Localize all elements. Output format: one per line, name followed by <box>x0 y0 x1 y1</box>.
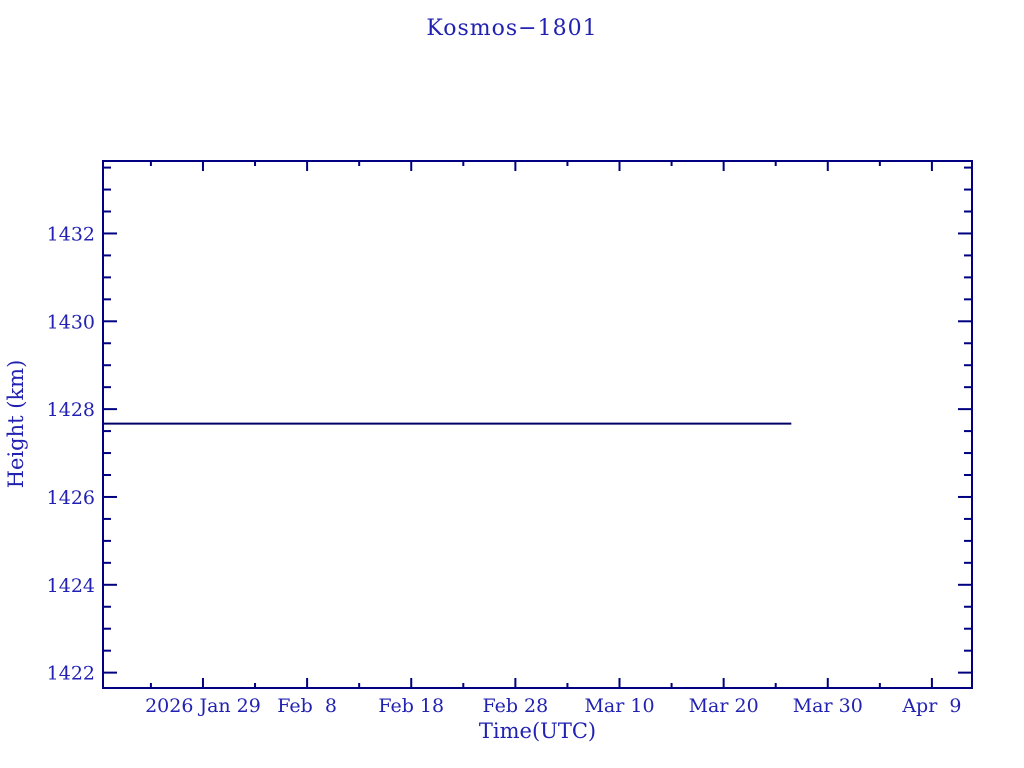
y-tick-label: 1424 <box>47 575 95 597</box>
y-tick-label: 1426 <box>47 487 95 509</box>
x-tick-label: Apr 9 <box>901 695 961 717</box>
y-tick-label: 1432 <box>47 223 95 245</box>
x-tick-label: Mar 30 <box>793 695 863 717</box>
x-tick-label: Feb 8 <box>277 695 337 717</box>
x-tick-label: Mar 20 <box>689 695 759 717</box>
x-tick-label: Feb 28 <box>482 695 548 717</box>
y-tick-label: 1430 <box>47 311 95 333</box>
y-tick-label: 1428 <box>47 399 95 421</box>
x-tick-label: 2026 Jan 29 <box>145 695 261 717</box>
x-tick-label: Mar 10 <box>584 695 654 717</box>
x-tick-label: Feb 18 <box>378 695 444 717</box>
y-tick-label: 1422 <box>47 663 95 685</box>
chart-title: Kosmos−1801 <box>426 16 598 41</box>
x-axis-label: Time(UTC) <box>478 719 597 743</box>
